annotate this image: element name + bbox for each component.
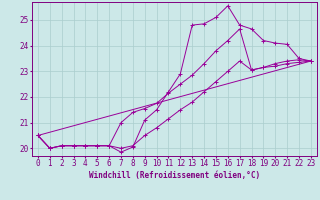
X-axis label: Windchill (Refroidissement éolien,°C): Windchill (Refroidissement éolien,°C) bbox=[89, 171, 260, 180]
